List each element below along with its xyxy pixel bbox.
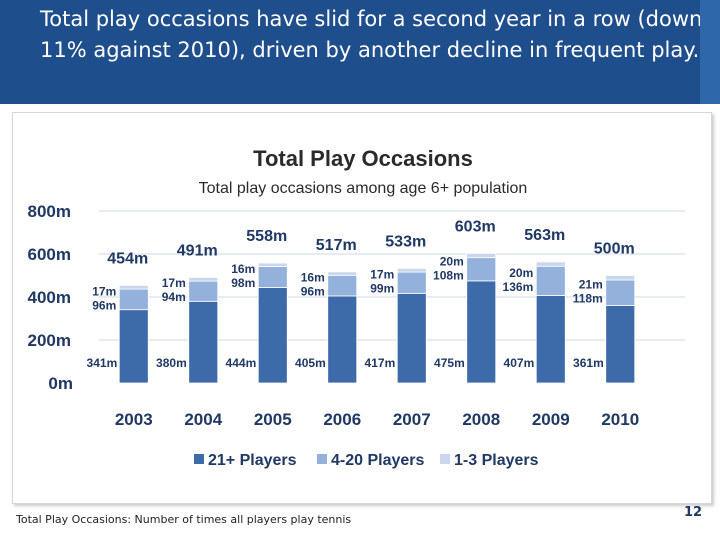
data-label-4to20: 118m [573, 292, 603, 306]
legend-swatch [317, 454, 327, 464]
bar-segment [605, 304, 636, 384]
legend-label: 1-3 Players [454, 452, 539, 469]
bar-segment [396, 292, 427, 384]
x-tick-label: 2009 [532, 410, 570, 429]
legend-swatch [440, 454, 450, 464]
stacked-bar-chart: Total Play Occasions Total play occasions… [28, 146, 685, 469]
bar-segment [535, 265, 566, 296]
bar-segment [535, 261, 566, 267]
total-label: 500m [594, 241, 635, 258]
bar-segment [188, 300, 219, 384]
footnote: Total Play Occasions: Number of times al… [16, 513, 352, 526]
bar-segment [605, 279, 636, 306]
data-label-21plus: 380m [156, 356, 187, 370]
data-label-21plus: 361m [573, 356, 604, 370]
x-tick-label: 2004 [184, 410, 222, 429]
bar-segment [118, 309, 149, 384]
data-label-1to3: 16m [301, 271, 325, 285]
data-label-21plus: 407m [504, 356, 535, 370]
data-label-21plus: 475m [434, 356, 465, 370]
data-label-4to20: 98m [231, 276, 255, 290]
bar-segment [466, 252, 497, 259]
slide-header: Total play occasions have slid for a sec… [0, 0, 720, 104]
bar-segment [327, 295, 358, 384]
data-label-4to20: 108m [433, 268, 464, 282]
x-tick-label: 2003 [115, 410, 153, 429]
total-label: 454m [107, 250, 148, 267]
data-label-4to20: 136m [503, 280, 534, 294]
data-label-1to3: 20m [440, 254, 464, 268]
total-label: 603m [455, 218, 496, 235]
data-label-1to3: 17m [370, 268, 394, 282]
total-label: 563m [524, 227, 565, 244]
legend-label: 21+ Players [208, 452, 297, 469]
data-label-1to3: 16m [231, 262, 255, 276]
data-label-4to20: 96m [301, 285, 325, 299]
bar-segment [118, 284, 149, 290]
data-label-1to3: 20m [509, 266, 533, 280]
chart-title: Total Play Occasions [253, 146, 473, 171]
y-tick-label: 600m [28, 245, 71, 264]
x-tick-label: 2008 [462, 410, 500, 429]
total-label: 533m [385, 233, 426, 250]
bar-segment [535, 295, 566, 384]
header-accent-bar [700, 0, 720, 104]
x-tick-label: 2010 [601, 410, 639, 429]
x-tick-label: 2005 [254, 410, 292, 429]
y-tick-label: 400m [28, 288, 71, 307]
bar-segment [605, 275, 636, 281]
bar-segment [396, 268, 427, 273]
data-label-1to3: 21m [579, 278, 603, 292]
data-label-4to20: 96m [92, 298, 116, 312]
data-label-21plus: 444m [226, 356, 257, 370]
data-label-21plus: 405m [295, 356, 326, 370]
bar-segment [257, 287, 288, 384]
total-label: 558m [246, 228, 287, 245]
data-label-1to3: 17m [92, 284, 116, 298]
total-label: 517m [316, 237, 357, 254]
bar-segment [257, 266, 288, 288]
data-label-1to3: 17m [162, 276, 186, 290]
x-tick-label: 2006 [323, 410, 361, 429]
bar-segment [466, 280, 497, 384]
bar-segment [257, 262, 288, 267]
data-label-4to20: 99m [370, 282, 394, 296]
data-label-21plus: 417m [365, 356, 396, 370]
bar-segment [188, 280, 219, 302]
x-tick-label: 2007 [393, 410, 431, 429]
bar-segment [188, 277, 219, 282]
legend-swatch [194, 454, 204, 464]
y-tick-label: 0m [48, 374, 73, 393]
page-number: 12 [684, 505, 703, 520]
bar-segment [327, 271, 358, 276]
total-label: 491m [177, 242, 218, 259]
bar-segment [118, 288, 149, 311]
chart-subtitle: Total play occasions among age 6+ popula… [199, 180, 528, 197]
chart-frame: Total Play Occasions Total play occasions… [12, 112, 712, 504]
y-tick-label: 200m [28, 331, 71, 350]
legend-label: 4-20 Players [331, 452, 425, 469]
slide-title: Total play occasions have slid for a sec… [40, 7, 703, 62]
data-label-4to20: 94m [162, 290, 186, 304]
y-tick-label: 800m [28, 202, 71, 221]
bar-segment [466, 257, 497, 282]
bar-segment [396, 271, 427, 294]
data-label-21plus: 341m [87, 356, 118, 370]
bar-segment [327, 274, 358, 297]
